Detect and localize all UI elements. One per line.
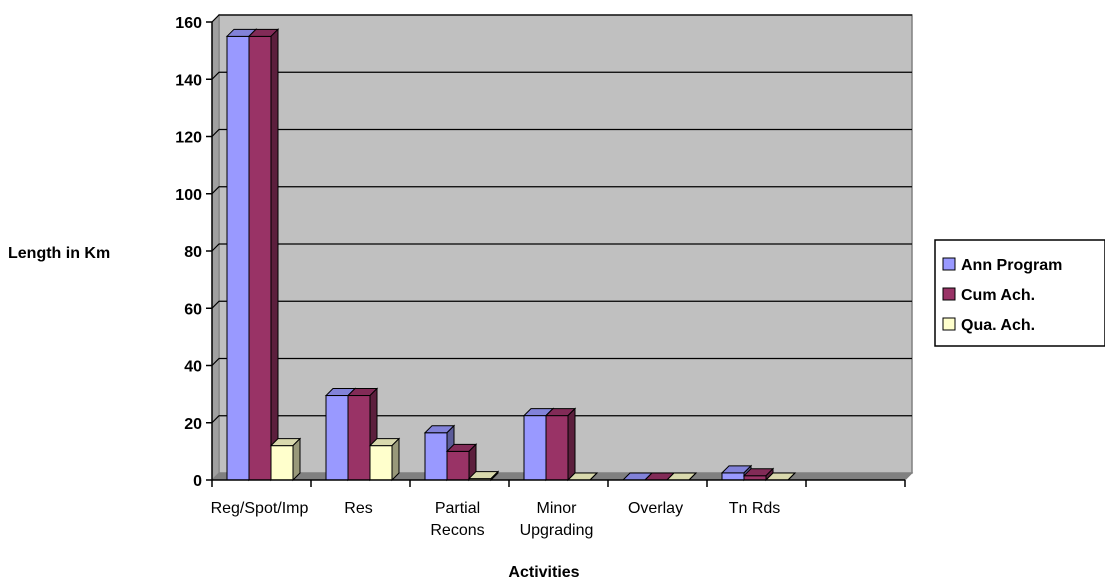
bar-side [292, 437, 301, 482]
gridline [211, 415, 912, 424]
y-tick-label: 0 [193, 473, 202, 490]
bar-front [226, 35, 250, 481]
x-tick-label: Minor [536, 500, 577, 517]
legend-label: Cum Ach. [961, 287, 1035, 304]
bar [247, 28, 280, 482]
y-axis-title: Length in Km [8, 245, 110, 262]
bar-side [270, 28, 279, 482]
bar [445, 443, 478, 482]
legend-swatch [942, 317, 956, 331]
gridline [211, 300, 912, 309]
bar-side [567, 407, 576, 482]
bar-front [545, 415, 569, 481]
gridlines [211, 14, 912, 424]
legend: Ann Program Cum Ach. Qua. Ach. [934, 239, 1105, 347]
legend-swatch [942, 287, 956, 301]
legend-label: Qua. Ach. [961, 317, 1035, 334]
y-tick-label: 80 [184, 244, 202, 261]
x-tick-label: Res [344, 500, 372, 517]
x-tick-label: Partial [435, 500, 480, 517]
bar-front [721, 472, 745, 481]
legend-swatch [942, 257, 956, 271]
x-tick-label: Recons [430, 522, 484, 539]
bar-front [424, 432, 448, 481]
x-axis-title: Activities [508, 564, 579, 581]
y-tick-label: 60 [184, 301, 202, 318]
bar-front [369, 445, 393, 481]
bars [225, 28, 797, 482]
x-tick-label: Overlay [628, 500, 683, 517]
gridline [211, 128, 912, 137]
bar [269, 437, 302, 482]
y-tick-label: 140 [175, 72, 202, 89]
legend-box [934, 239, 1105, 347]
bar [544, 407, 577, 482]
gridline [211, 243, 912, 252]
bar-front [248, 35, 272, 481]
y-tick-label: 100 [175, 187, 202, 204]
bar-front [523, 415, 547, 481]
gridline [211, 357, 912, 366]
y-tick-label: 20 [184, 416, 202, 433]
y-tick-label: 120 [175, 130, 202, 147]
bar-side [391, 437, 400, 482]
bar-side [787, 472, 796, 481]
labels: 0 20 40 60 80 100 120 140 160 Reg/Spot/Imp Res Part… [175, 15, 780, 539]
bar-front [325, 395, 349, 481]
y-tick-label: 40 [184, 359, 202, 376]
bar-front [446, 450, 470, 481]
gridline [211, 71, 912, 80]
y-tick-label: 160 [175, 15, 202, 32]
axes [206, 21, 906, 487]
bar-side [589, 472, 598, 481]
gridline [211, 186, 912, 195]
x-tick-label: Upgrading [520, 522, 594, 539]
gridline [211, 14, 912, 23]
x-tick-label: Tn Rds [729, 500, 781, 517]
bar-front [270, 445, 294, 481]
bar-side [688, 472, 697, 481]
x-tick-label: Reg/Spot/Imp [211, 500, 309, 517]
bar-front [347, 395, 371, 481]
bar [368, 437, 401, 482]
legend-label: Ann Program [961, 257, 1062, 274]
